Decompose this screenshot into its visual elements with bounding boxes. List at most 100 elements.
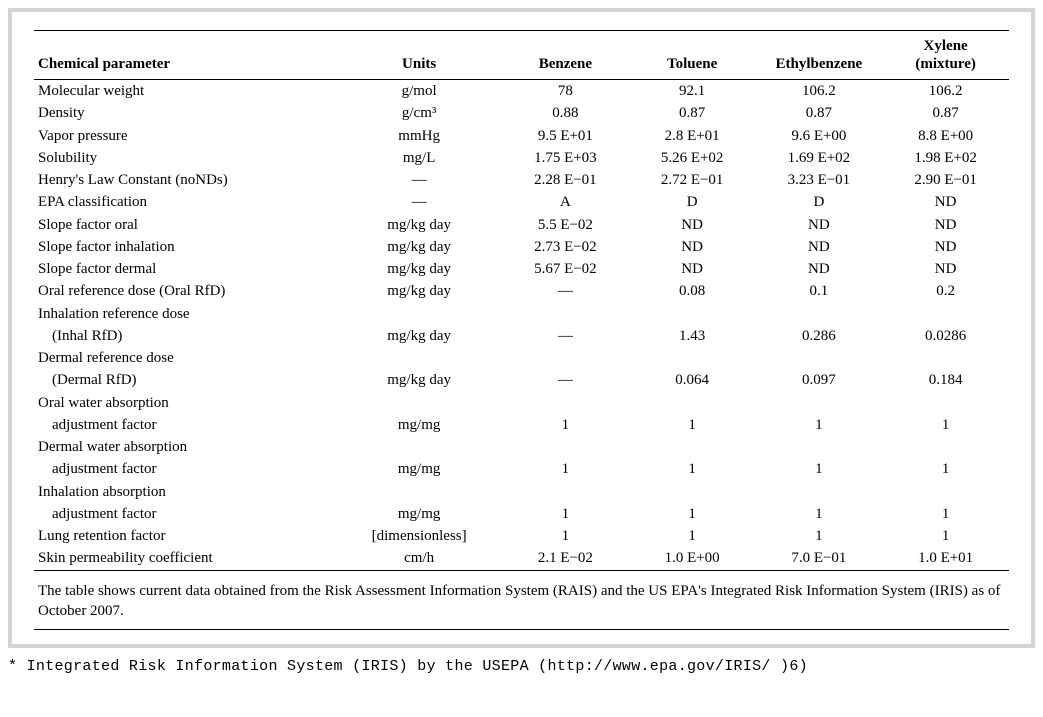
cell-parameter: Dermal reference dose [34,347,336,369]
cell-units [336,436,502,458]
cell-units: mg/kg day [336,258,502,280]
cell-c2: 0.87 [629,102,756,124]
cell-units: mmHg [336,125,502,147]
cell-c2: 5.26 E+02 [629,147,756,169]
cell-c3: 1 [756,503,883,525]
cell-c1: 9.5 E+01 [502,125,629,147]
header-toluene: Toluene [629,31,756,80]
cell-parameter: Dermal water absorption [34,436,336,458]
cell-c4: 106.2 [882,80,1009,103]
cell-units: cm/h [336,547,502,570]
header-parameter: Chemical parameter [34,31,336,80]
cell-c1: 1.75 E+03 [502,147,629,169]
cell-c3: 1 [756,458,883,480]
cell-c3: 3.23 E−01 [756,169,883,191]
cell-c1: — [502,325,629,347]
cell-parameter: Inhalation absorption [34,481,336,503]
cell-c3 [756,481,883,503]
cell-c2: 2.72 E−01 [629,169,756,191]
cell-parameter: Skin permeability coefficient [34,547,336,570]
cell-c4 [882,436,1009,458]
cell-parameter: Slope factor dermal [34,258,336,280]
cell-c2: ND [629,214,756,236]
cell-parameter: (Inhal RfD) [34,325,336,347]
cell-units: g/mol [336,80,502,103]
cell-parameter: Inhalation reference dose [34,303,336,325]
cell-c3: 106.2 [756,80,883,103]
table-row: Henry's Law Constant (noNDs)—2.28 E−012.… [34,169,1009,191]
cell-parameter: adjustment factor [34,458,336,480]
cell-units: mg/mg [336,503,502,525]
cell-parameter: Oral reference dose (Oral RfD) [34,280,336,302]
cell-c1: 5.67 E−02 [502,258,629,280]
table-row: Slope factor inhalationmg/kg day2.73 E−0… [34,236,1009,258]
cell-parameter: (Dermal RfD) [34,369,336,391]
cell-c2: 1 [629,414,756,436]
cell-parameter: Molecular weight [34,80,336,103]
cell-units: — [336,191,502,213]
cell-c2: ND [629,258,756,280]
cell-parameter: Density [34,102,336,124]
cell-c2 [629,481,756,503]
table-row: Molecular weightg/mol7892.1106.2106.2 [34,80,1009,103]
cell-c4: 2.90 E−01 [882,169,1009,191]
cell-c1: A [502,191,629,213]
cell-c2 [629,436,756,458]
table-row: Oral reference dose (Oral RfD)mg/kg day—… [34,280,1009,302]
cell-c4: ND [882,214,1009,236]
cell-c4: 0.184 [882,369,1009,391]
cell-c4: 1 [882,503,1009,525]
cell-units: mg/mg [336,414,502,436]
cell-c1: 5.5 E−02 [502,214,629,236]
table-row: (Dermal RfD)mg/kg day—0.0640.0970.184 [34,369,1009,391]
header-xylene-line2: (mixture) [915,56,976,72]
cell-units: [dimensionless] [336,525,502,547]
cell-c3 [756,436,883,458]
cell-units [336,303,502,325]
cell-c3: 0.097 [756,369,883,391]
cell-c2: 1 [629,458,756,480]
cell-units: mg/kg day [336,369,502,391]
cell-c1: 0.88 [502,102,629,124]
chemical-parameters-table: Chemical parameter Units Benzene Toluene… [34,30,1009,630]
table-row: Solubilitymg/L1.75 E+035.26 E+021.69 E+0… [34,147,1009,169]
header-units: Units [336,31,502,80]
cell-parameter: Solubility [34,147,336,169]
cell-units [336,481,502,503]
cell-c1: 2.73 E−02 [502,236,629,258]
cell-c4 [882,392,1009,414]
table-row: Dermal water absorption [34,436,1009,458]
cell-units: mg/mg [336,458,502,480]
cell-c1 [502,392,629,414]
cell-c1 [502,303,629,325]
cell-c4: 1 [882,414,1009,436]
cell-c1 [502,436,629,458]
cell-c4 [882,303,1009,325]
cell-parameter: Lung retention factor [34,525,336,547]
cell-c4: 0.2 [882,280,1009,302]
cell-c3: 0.87 [756,102,883,124]
cell-c1: 1 [502,525,629,547]
table-row: adjustment factormg/mg1111 [34,503,1009,525]
cell-c4: 8.8 E+00 [882,125,1009,147]
cell-c1: 2.1 E−02 [502,547,629,570]
cell-c3: ND [756,214,883,236]
cell-c3 [756,303,883,325]
table-footnote-text: The table shows current data obtained fr… [34,570,1009,630]
cell-c2: D [629,191,756,213]
cell-c3: ND [756,258,883,280]
cell-c2 [629,347,756,369]
table-row: Slope factor oralmg/kg day5.5 E−02NDNDND [34,214,1009,236]
cell-c4 [882,481,1009,503]
table-row: Oral water absorption [34,392,1009,414]
cell-units: mg/kg day [336,214,502,236]
table-row: Vapor pressuremmHg9.5 E+012.8 E+019.6 E+… [34,125,1009,147]
header-benzene: Benzene [502,31,629,80]
cell-c4: ND [882,258,1009,280]
cell-c1: — [502,280,629,302]
cell-parameter: adjustment factor [34,414,336,436]
cell-parameter: adjustment factor [34,503,336,525]
table-row: (Inhal RfD)mg/kg day—1.430.2860.0286 [34,325,1009,347]
cell-c2: 1 [629,525,756,547]
cell-c2: 1.43 [629,325,756,347]
